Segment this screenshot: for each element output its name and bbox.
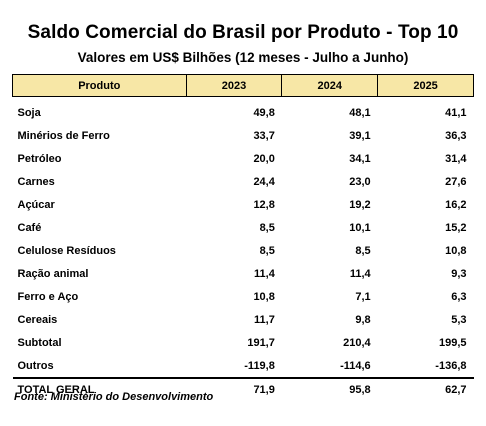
table-row: Café 8,5 10,1 15,2 [13, 216, 474, 239]
table-row: Carnes 24,4 23,0 27,6 [13, 170, 474, 193]
value-2024: 210,4 [343, 336, 371, 349]
value-2025: 31,4 [445, 152, 467, 165]
value-2023: 33,7 [253, 129, 275, 142]
value-2023: 8,5 [259, 221, 275, 234]
source-note: Fonte: Ministério do Desenvolvimento [14, 391, 214, 403]
table-row: Soja 49,8 48,1 41,1 [13, 101, 474, 124]
value-2023: 191,7 [247, 336, 275, 349]
value-2025: 16,2 [445, 198, 467, 211]
value-2023: 49,8 [253, 106, 275, 119]
total-row: TOTAL GERAL 71,9 95,8 62,7 [12, 377, 474, 401]
total-2023: 71,9 [186, 377, 282, 401]
value-2025: 6,3 [451, 290, 467, 303]
value-2024: 39,1 [349, 129, 371, 142]
value-2024: 11,4 [349, 267, 371, 280]
product-name: Minérios de Ferro [17, 129, 110, 142]
value-2023: 24,4 [253, 175, 275, 188]
value-2025: 199,5 [438, 336, 467, 349]
value-2025: 27,6 [445, 175, 467, 188]
value-2025: 15,2 [445, 221, 467, 234]
value-2024: 9,8 [355, 313, 371, 326]
value-2024: 23,0 [349, 175, 371, 188]
value-2023: -119,8 [244, 359, 275, 372]
value-2023: 8,5 [259, 244, 275, 257]
table-row: Açúcar 12,8 19,2 16,2 [13, 193, 474, 216]
page-subtitle: Valores em US$ Bilhões (12 meses - Julho… [77, 50, 409, 65]
table-row: Petróleo 20,0 34,1 31,4 [13, 147, 474, 170]
value-2024: -114,6 [340, 359, 371, 372]
product-name: Açúcar [17, 198, 55, 211]
product-name: Petróleo [17, 152, 62, 165]
product-name: Cereais [17, 313, 58, 326]
product-name: Ferro e Aço [17, 290, 79, 303]
header-2024: 2024 [281, 74, 379, 97]
product-name: Café [17, 221, 42, 234]
total-2025: 62,7 [377, 377, 474, 401]
value-2025: 36,3 [445, 129, 467, 142]
header-2023: 2023 [185, 74, 283, 97]
product-name: Carnes [17, 175, 55, 188]
subtotal-row: Subtotal 191,7 210,4 199,5 [13, 331, 474, 354]
header-produto: Produto [12, 74, 187, 97]
value-2023: 10,8 [253, 290, 275, 303]
value-2024: 10,1 [349, 221, 371, 234]
table-header-row: Produto 2023 2024 2025 [12, 74, 474, 97]
total-label: TOTAL GERAL [12, 377, 187, 401]
value-2023: 11,4 [254, 267, 275, 280]
header-2025: 2025 [377, 74, 474, 97]
value-2025: 41,1 [445, 106, 467, 119]
value-2025: 5,3 [451, 313, 467, 326]
table-row: Celulose Resíduos 8,5 8,5 10,8 [13, 239, 474, 262]
value-2024: 8,5 [355, 244, 371, 257]
table-row: Ferro e Aço 10,8 7,1 6,3 [13, 285, 474, 308]
value-2023: 11,7 [254, 313, 275, 326]
trade-balance-table: Produto 2023 2024 2025 Soja 49,8 48,1 41… [12, 74, 474, 401]
table-row: Cereais 11,7 9,8 5,3 [13, 308, 474, 331]
outros-row: Outros -119,8 -114,6 -136,8 [13, 354, 474, 378]
product-name: Soja [17, 106, 41, 119]
value-2025: -136,8 [435, 359, 467, 372]
product-name: Ração animal [17, 267, 89, 280]
value-2024: 48,1 [349, 106, 371, 119]
value-2024: 7,1 [355, 290, 371, 303]
value-2025: 9,3 [451, 267, 467, 280]
product-name: Celulose Resíduos [17, 244, 116, 257]
value-2025: 10,8 [445, 244, 467, 257]
total-2024: 95,8 [281, 377, 378, 401]
table-row: Ração animal 11,4 11,4 9,3 [13, 262, 474, 285]
value-2023: 20,0 [253, 152, 275, 165]
page-title: Saldo Comercial do Brasil por Produto - … [27, 22, 459, 43]
table-row: Minérios de Ferro 33,7 39,1 36,3 [13, 124, 474, 147]
product-name: Subtotal [17, 336, 62, 349]
value-2024: 19,2 [349, 198, 371, 211]
product-name: Outros [17, 359, 54, 372]
value-2024: 34,1 [349, 152, 371, 165]
value-2023: 12,8 [253, 198, 275, 211]
